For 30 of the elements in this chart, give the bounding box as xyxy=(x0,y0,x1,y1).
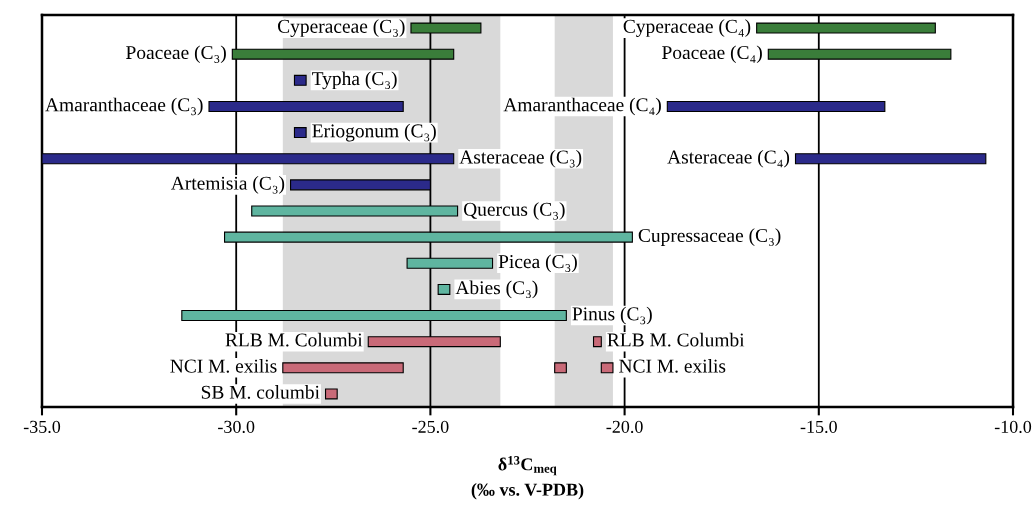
x-tick-label: -35.0 xyxy=(23,420,61,433)
bar xyxy=(437,283,451,295)
x-tick-label: -25.0 xyxy=(412,420,449,433)
x-tick-label: -30.0 xyxy=(218,420,255,433)
data-label: RLB M. Columbi xyxy=(225,332,363,347)
data-label: NCI M. exilis xyxy=(619,358,726,373)
data-label: Amaranthaceae (C₄) xyxy=(503,97,661,116)
data-label: RLB M. Columbi xyxy=(607,332,745,347)
data-label: Artemisia (C₃) xyxy=(170,176,285,194)
x-tick-label: -20.0 xyxy=(606,420,643,433)
data-label: Asteraceae (C₄) xyxy=(667,149,790,168)
data-label: Amaranthaceae (C₃) xyxy=(45,97,203,116)
data-label: Typha (C₃) xyxy=(312,71,397,90)
data-label: Picea (C₃) xyxy=(498,254,577,273)
data-label: Asteraceae (C₃) xyxy=(459,149,582,168)
data-label: Cyperaceae (C₃) xyxy=(277,19,405,37)
bar xyxy=(600,362,614,374)
data-label: Abies (C₃) xyxy=(455,280,538,299)
data-label: Poaceae (C₃) xyxy=(126,45,226,64)
x-tick-label: -10.0 xyxy=(994,420,1032,433)
data-label: SB M. columbi xyxy=(201,385,320,399)
data-label: Quercus (C₃) xyxy=(463,202,565,220)
data-label: Poaceae (C₄) xyxy=(662,45,762,64)
data-label: Cyperaceae (C₄) xyxy=(623,19,751,37)
x-tick-label: -15.0 xyxy=(800,420,837,433)
data-label: Cupressaceae (C₃) xyxy=(638,228,781,246)
data-label: Pinus (C₃) xyxy=(572,306,652,325)
x-axis-title: δ$^{13}$C$_{meq}$ (‰ vs. V-PDB) xyxy=(471,456,584,500)
data-label: Eriogonum (C₃) xyxy=(312,123,436,142)
data-label: NCI M. exilis xyxy=(170,358,277,373)
